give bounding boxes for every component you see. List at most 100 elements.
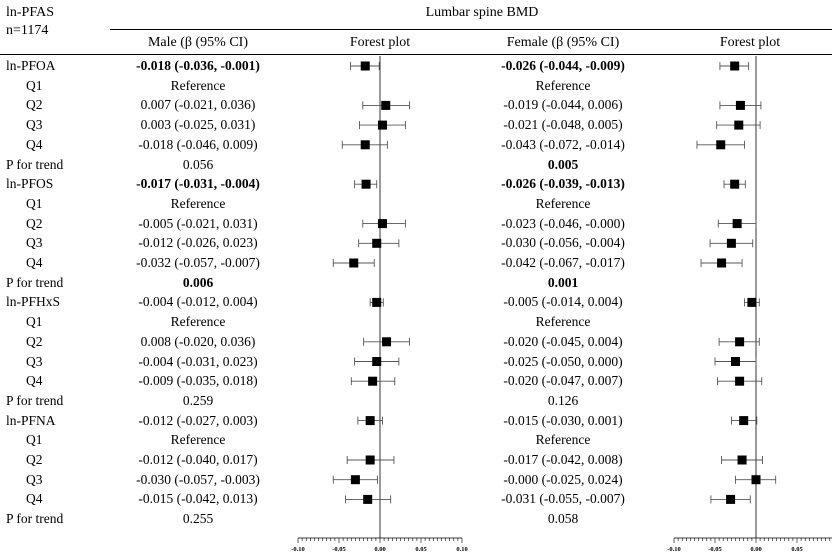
row-label: Q2 xyxy=(26,215,43,231)
female-estimate-cell: -0.023 (-0.046, -0.000) xyxy=(501,215,625,231)
female-point-estimate xyxy=(735,376,745,386)
female-point-estimate xyxy=(734,120,744,130)
row-label: Q4 xyxy=(26,491,43,507)
female-estimate-cell: -0.021 (-0.048, 0.005) xyxy=(503,117,623,133)
female-point-estimate xyxy=(732,219,742,229)
row-label: ln-PFHxS xyxy=(6,294,61,310)
row-label: Q4 xyxy=(26,255,43,270)
male-point-estimate xyxy=(372,297,382,307)
row-label: P for trend xyxy=(6,392,64,408)
male-estimate-cell: -0.012 (-0.027, 0.003) xyxy=(138,412,258,428)
row-label: Q3 xyxy=(26,235,43,251)
female-estimate-cell: -0.020 (-0.045, 0.004) xyxy=(503,333,623,349)
male-estimate-cell: -0.012 (-0.040, 0.017) xyxy=(138,452,258,467)
female-forest-header: Forest plot xyxy=(719,35,781,50)
group-title: Lumbar spine BMD xyxy=(425,5,539,20)
female-estimate-header: Female (β (95% CI) xyxy=(506,35,620,50)
female-estimate-cell: Reference xyxy=(535,432,591,448)
row-label: ln-PFNA xyxy=(6,412,56,428)
female-point-estimate xyxy=(730,61,740,71)
row-label: P for trend xyxy=(6,274,64,290)
male-point-estimate xyxy=(382,337,392,347)
male-point-estimate xyxy=(360,140,370,150)
female-estimate-cell: -0.017 (-0.042, 0.008) xyxy=(503,452,623,467)
male-estimate-cell: Reference xyxy=(170,195,226,211)
male-estimate-cell: -0.012 (-0.026, 0.023) xyxy=(138,235,258,251)
male-estimate-cell: 0.056 xyxy=(182,156,214,172)
male-estimate-cell: -0.009 (-0.035, 0.018) xyxy=(138,373,258,389)
row-label: Q1 xyxy=(26,314,43,330)
male-forest-header: Forest plot xyxy=(349,35,411,50)
male-point-estimate xyxy=(360,61,370,71)
row-label: P for trend xyxy=(6,511,64,527)
female-estimate-cell: -0.031 (-0.055, -0.007) xyxy=(501,491,625,507)
row-label: Q1 xyxy=(26,77,43,93)
female-estimate-cell: Reference xyxy=(535,314,591,330)
female-estimate-cell: -0.000 (-0.025, 0.024) xyxy=(503,471,623,487)
female-point-estimate xyxy=(730,179,740,189)
male-estimate-cell: -0.017 (-0.031, -0.004) xyxy=(136,176,260,192)
female-x-tick-label: 0.00 xyxy=(750,546,761,553)
male-point-estimate xyxy=(365,416,375,426)
female-x-tick-label: -0.05 xyxy=(708,546,722,553)
female-estimate-cell: 0.058 xyxy=(547,511,579,527)
male-x-tick-label: -0.05 xyxy=(332,546,346,553)
female-estimate-cell: -0.030 (-0.056, -0.004) xyxy=(501,235,625,251)
row-label: Q4 xyxy=(26,373,43,389)
female-point-estimate xyxy=(737,455,747,465)
male-estimate-cell: -0.030 (-0.057, -0.003) xyxy=(136,471,260,487)
male-point-estimate xyxy=(372,238,382,248)
male-estimate-cell: Reference xyxy=(170,77,226,93)
row-label: Q3 xyxy=(26,117,43,133)
female-estimate-cell: -0.019 (-0.044, 0.006) xyxy=(503,97,623,113)
male-x-tick-label: 0.10 xyxy=(456,546,467,553)
female-x-tick-label: 0.05 xyxy=(791,546,803,553)
female-estimate-cell: -0.042 (-0.067, -0.017) xyxy=(501,255,625,270)
male-estimate-cell: 0.255 xyxy=(182,511,214,527)
row-label: P for trend xyxy=(6,156,64,172)
male-point-estimate xyxy=(363,494,373,504)
female-point-estimate xyxy=(751,475,761,485)
female-point-estimate xyxy=(716,140,726,150)
male-point-estimate xyxy=(372,357,382,366)
row-label: Q1 xyxy=(26,195,43,211)
female-point-estimate xyxy=(726,238,736,248)
header-rule xyxy=(0,54,832,55)
female-estimate-cell: -0.026 (-0.039, -0.013) xyxy=(501,176,625,192)
male-estimate-cell: -0.004 (-0.012, 0.004) xyxy=(138,294,258,310)
male-estimate-cell: -0.018 (-0.046, 0.009) xyxy=(138,136,258,152)
male-estimate-cell: 0.259 xyxy=(182,392,214,408)
male-point-estimate xyxy=(349,258,359,268)
female-estimate-cell: -0.015 (-0.030, 0.001) xyxy=(503,412,623,428)
row-label: Q2 xyxy=(26,333,43,349)
male-point-estimate xyxy=(365,455,375,465)
female-estimate-cell: 0.001 xyxy=(547,274,579,290)
male-point-estimate xyxy=(377,219,387,229)
row-label: ln-PFOS xyxy=(6,176,54,192)
row-label: Q2 xyxy=(26,97,43,113)
female-point-estimate xyxy=(717,258,727,268)
row-label: Q2 xyxy=(26,452,43,467)
male-estimate-cell: 0.007 (-0.021, 0.036) xyxy=(140,97,256,113)
female-point-estimate xyxy=(735,100,745,110)
female-estimate-cell: -0.025 (-0.050, 0.000) xyxy=(503,353,623,369)
male-point-estimate xyxy=(350,475,360,485)
female-point-estimate xyxy=(731,357,740,366)
male-estimate-cell: Reference xyxy=(170,432,226,448)
row-label: Q1 xyxy=(26,432,43,448)
male-estimate-cell: 0.008 (-0.020, 0.036) xyxy=(140,333,256,349)
row-label: Q3 xyxy=(26,353,43,369)
female-x-tick-label: -0.10 xyxy=(667,546,681,553)
female-estimate-cell: -0.026 (-0.044, -0.009) xyxy=(501,58,625,73)
female-estimate-cell: Reference xyxy=(535,195,591,211)
column-header-exposure: ln-PFAS xyxy=(6,5,54,20)
male-estimate-cell: -0.004 (-0.031, 0.023) xyxy=(138,353,258,369)
male-x-tick-label: -0.10 xyxy=(291,546,305,553)
female-estimate-cell: -0.043 (-0.072, -0.014) xyxy=(501,136,625,152)
male-point-estimate xyxy=(377,120,387,130)
male-estimate-cell: -0.032 (-0.057, -0.007) xyxy=(136,255,260,270)
female-point-estimate xyxy=(739,416,749,426)
male-point-estimate xyxy=(381,100,391,110)
